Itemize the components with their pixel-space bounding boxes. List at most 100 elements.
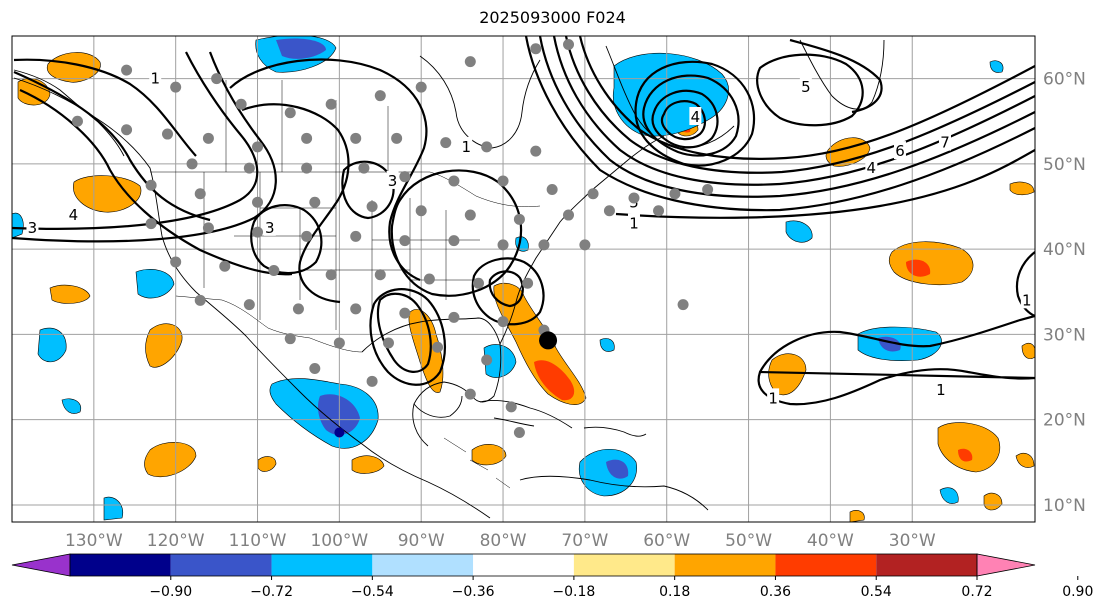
- contour-line: [756, 53, 864, 127]
- shade-orange: [73, 175, 142, 213]
- contour-line: [471, 257, 545, 326]
- longitude-tick-label: 30°W: [889, 531, 936, 551]
- station-dot: [292, 303, 304, 315]
- station-dot: [399, 307, 411, 319]
- contour-line: [564, 36, 1035, 174]
- station-dot: [440, 137, 452, 149]
- station-dot: [677, 299, 689, 311]
- shade-blue: [37, 327, 67, 363]
- shade-blue: [599, 338, 615, 352]
- small-dark-marker: [334, 427, 345, 438]
- station-dot: [284, 333, 296, 345]
- border-canada-provinces: [225, 80, 389, 172]
- station-dot: [472, 277, 484, 289]
- contour-lines: [12, 36, 1035, 406]
- shade-blue: [276, 38, 326, 59]
- station-dot: [121, 64, 133, 76]
- colorbar-tick-label: 0.72: [961, 584, 992, 600]
- coastline-greenland: [799, 39, 885, 110]
- colorbar-tick-label: 0.54: [861, 584, 892, 600]
- station-dot: [481, 141, 493, 153]
- station-dot: [211, 73, 223, 85]
- longitude-tick-label: 130°W: [65, 531, 123, 551]
- longitude-tick-label: 50°W: [725, 531, 772, 551]
- contour-label: 4: [691, 108, 701, 126]
- shade-orange: [1015, 453, 1035, 468]
- longitude-tick-label: 70°W: [561, 531, 608, 551]
- contour-line: [634, 60, 756, 167]
- station-dot: [219, 260, 231, 272]
- station-dot: [301, 230, 313, 242]
- station-dot: [513, 213, 525, 225]
- station-dot: [464, 388, 476, 400]
- station-dot: [350, 132, 362, 144]
- shade-orange: [983, 492, 1003, 511]
- shade-blue: [939, 487, 959, 504]
- station-dot: [497, 175, 509, 187]
- contour-line: [651, 89, 719, 149]
- shade-red: [534, 360, 575, 401]
- station-dot: [325, 98, 337, 110]
- longitude-tick-labels: 130°W 120°W 110°W 100°W 90°W 80°W 70°W 60°W 50°W…: [65, 531, 936, 551]
- station-dot: [563, 209, 575, 221]
- station-dot: [71, 115, 83, 127]
- contour-label-bg: [893, 141, 906, 160]
- station-dot: [366, 375, 378, 387]
- station-dot: [382, 337, 394, 349]
- contour-line: [369, 288, 446, 386]
- colorbar-swatch: [473, 554, 574, 576]
- colorbar-swatch: [775, 554, 877, 576]
- contour-label-bg: [689, 107, 702, 125]
- station-dot: [284, 107, 296, 119]
- contour-label-bg: [938, 132, 951, 151]
- contour-line: [12, 51, 277, 243]
- shade-orange: [768, 353, 807, 396]
- contour-line: [538, 36, 1035, 198]
- coastline-southam: [519, 475, 709, 511]
- colorbar-tick-label: 0.36: [760, 584, 791, 600]
- contour-label: 1: [1022, 291, 1032, 309]
- contour-line: [615, 149, 1035, 219]
- contour-label: 3: [388, 172, 398, 190]
- shade-red: [958, 448, 973, 462]
- contour-line: [229, 58, 428, 282]
- latitude-tick-label: 40°N: [1043, 240, 1086, 260]
- station-dot: [530, 43, 542, 55]
- station-dot: [194, 294, 206, 306]
- colorbar-swatch: [674, 554, 776, 576]
- station-dot: [505, 401, 517, 413]
- shade-blue: [989, 60, 1004, 73]
- station-dot: [415, 81, 427, 93]
- station-dot: [170, 256, 182, 268]
- contour-line: [488, 270, 524, 308]
- station-dot: [464, 209, 476, 221]
- shade-orange: [46, 52, 101, 83]
- station-dot: [448, 175, 460, 187]
- coastline-cuba: [479, 399, 573, 429]
- station-dot: [202, 222, 214, 234]
- station-dot: [268, 264, 280, 276]
- coastline-atlantic: [499, 135, 665, 345]
- colorbar-extend-low: [11, 553, 71, 577]
- longitude-tick-label: 80°W: [480, 531, 527, 551]
- border-us-canada: [150, 171, 541, 207]
- station-dot: [579, 239, 591, 251]
- contour-label-bg: [149, 68, 162, 87]
- map-frame: [11, 35, 1036, 523]
- station-dot: [358, 162, 370, 174]
- station-dot: [399, 235, 411, 247]
- station-dot: [333, 337, 345, 349]
- colorbar-swatch: [271, 554, 373, 576]
- contour-line: [524, 36, 1035, 212]
- shade-orange: [849, 510, 865, 522]
- station-dot: [366, 201, 378, 213]
- station-dot: [481, 354, 493, 366]
- station-dot: [194, 188, 206, 200]
- station-dot: [399, 171, 411, 183]
- longitude-tick-label: 100°W: [310, 531, 368, 551]
- contour-line: [642, 74, 740, 157]
- shade-blue: [483, 344, 517, 378]
- station-dot: [252, 226, 264, 238]
- contour-label: 4: [69, 206, 79, 224]
